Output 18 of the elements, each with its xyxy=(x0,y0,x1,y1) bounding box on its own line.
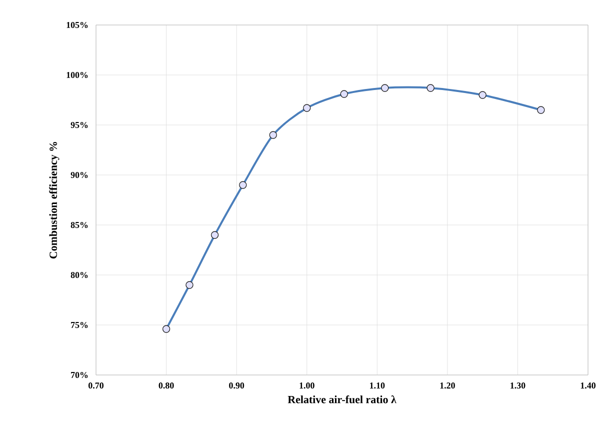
y-tick-label: 70% xyxy=(71,372,88,378)
y-tick-label: 105% xyxy=(66,22,88,28)
y-tick-label: 80% xyxy=(70,272,88,278)
y-axis-title: Combustion efficiency % xyxy=(49,142,60,259)
y-tick-label: 75% xyxy=(71,322,88,328)
x-tick-label: 1.10 xyxy=(370,382,385,389)
y-tick-label: 90% xyxy=(70,172,88,178)
y-tick-label: 85% xyxy=(70,222,88,228)
x-tick-label: 0.90 xyxy=(229,382,244,389)
x-tick-label: 1.20 xyxy=(440,382,455,389)
x-tick-label: 0.80 xyxy=(158,382,174,389)
x-tick-label: 0.70 xyxy=(88,382,104,389)
x-axis-title: Relative air-fuel ratio λ xyxy=(288,395,396,404)
x-tick-label: 1.00 xyxy=(300,382,314,389)
x-tick-label: 1.30 xyxy=(510,382,526,389)
x-tick-label: 1.40 xyxy=(580,382,596,389)
y-tick-label: 95% xyxy=(70,122,88,128)
y-tick-label: 100% xyxy=(66,72,88,78)
